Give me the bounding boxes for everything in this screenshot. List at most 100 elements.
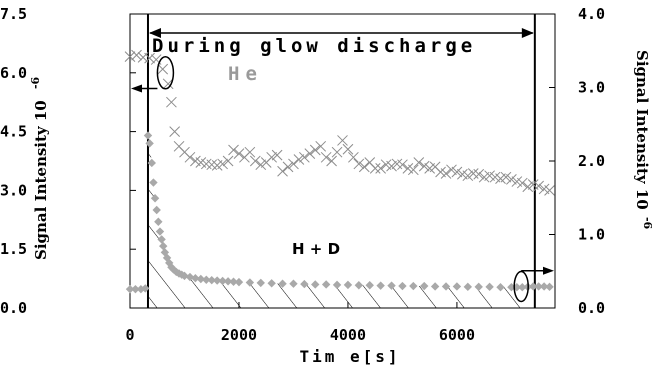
he-point-stroke [326,155,337,167]
h-plus-d-point [485,282,494,292]
annotation-h-plus-d: H + D [292,240,340,258]
he-point-stroke [195,157,207,168]
he-point-stroke [375,162,386,174]
h-plus-d-point [150,194,160,203]
h-plus-d-point [409,281,418,291]
he-point-stroke [522,181,534,193]
h-plus-d-point [343,280,353,290]
he-point [299,151,310,163]
he-point [249,155,261,167]
he-point [331,146,343,158]
y-left-tick-label: 1.5 [0,240,27,258]
he-point-stroke [516,177,528,189]
he-point-stroke [320,151,332,163]
he-point-stroke [440,168,452,179]
discharge-hatch-region [147,135,535,308]
he-point-stroke [544,185,555,196]
he-point-stroke [511,176,523,187]
he-point [315,140,327,152]
he-point [533,180,545,192]
he-point [446,164,457,176]
he-point-stroke [277,165,288,177]
he-point-stroke [288,158,299,170]
he-point [293,154,305,165]
h-plus-d-point [300,279,309,289]
he-point [473,168,485,180]
axis-ticks: 0 2000 4000 6000 0.0 1.5 3.0 4.5 6.0 7.5 0.0 1.0 2.0… [0,5,605,344]
he-point [157,63,169,75]
he-point [413,157,425,168]
he-point-stroke [413,157,425,168]
h-plus-d-point [154,217,163,226]
h-plus-d-point [474,282,483,292]
he-point-stroke [451,166,463,178]
he-point [397,159,408,171]
y-right-tick-label: 0.0 [578,299,605,317]
annotation-shapes [131,28,554,303]
annotation-during-glow-discharge: During glow discharge [152,35,476,57]
he-point [375,162,386,174]
he-point [144,52,155,64]
he-point [255,159,267,171]
he-point-stroke [429,161,441,173]
h-plus-d-point [131,284,140,294]
he-point-stroke [386,160,397,172]
he-point [217,158,228,170]
he-point-stroke [407,164,419,176]
h-plus-d-point [159,241,168,251]
he-point-stroke [271,149,283,161]
he-point [233,148,245,160]
h-plus-d-point [202,275,211,284]
h-plus-d-point [149,178,158,187]
h-plus-d-point [420,281,429,291]
he-point-stroke [217,158,228,170]
h-plus-d-point [185,272,195,282]
he-point [162,78,174,90]
he-point-stroke [369,162,381,174]
y-right-tick-label: 2.0 [578,152,605,170]
he-point-stroke [131,49,142,61]
he-point-stroke [467,168,479,179]
h-plus-d-point [311,280,320,289]
he-point [358,161,370,173]
h-plus-d-point [528,282,538,291]
he-point-stroke [304,148,316,160]
he-point [124,51,136,62]
h-plus-d-point [223,277,233,286]
he-point-stroke [206,159,218,171]
he-point [282,161,294,173]
he-point-stroke [473,168,485,180]
h-plus-d-point [267,279,276,288]
h-plus-d-point [218,276,227,286]
he-point-stroke [446,164,457,176]
h-plus-d-point [256,278,265,288]
x-tick-label: 4000 [330,326,366,344]
he-point-stroke [342,143,354,155]
he-point [544,185,555,196]
he-point [342,143,354,155]
y-axis-right-label: Signal Intensity 10 -6 [633,50,654,230]
he-point-stroke [484,170,495,182]
he-point-stroke [358,161,370,173]
he-point-stroke [462,170,474,182]
h-plus-d-point [278,279,287,288]
he-point [506,174,517,185]
he-point-stroke [391,158,403,170]
h-plus-d-point [376,281,385,290]
he-point [169,126,181,137]
he-point-stroke [144,52,155,64]
he-point [386,160,397,172]
he-point-stroke [200,158,212,170]
y-left-tick-label: 7.5 [0,5,27,23]
h-plus-d-point [141,284,150,293]
h-plus-d-point [289,279,298,288]
h-plus-d-point [147,158,157,168]
he-point-stroke [380,159,392,171]
he-point [418,160,430,172]
he-point [337,135,348,146]
y-left-tick-label: 0.0 [0,299,27,317]
he-point [451,166,463,178]
he-point [288,158,299,170]
y-left-tick-label: 4.5 [0,123,27,141]
